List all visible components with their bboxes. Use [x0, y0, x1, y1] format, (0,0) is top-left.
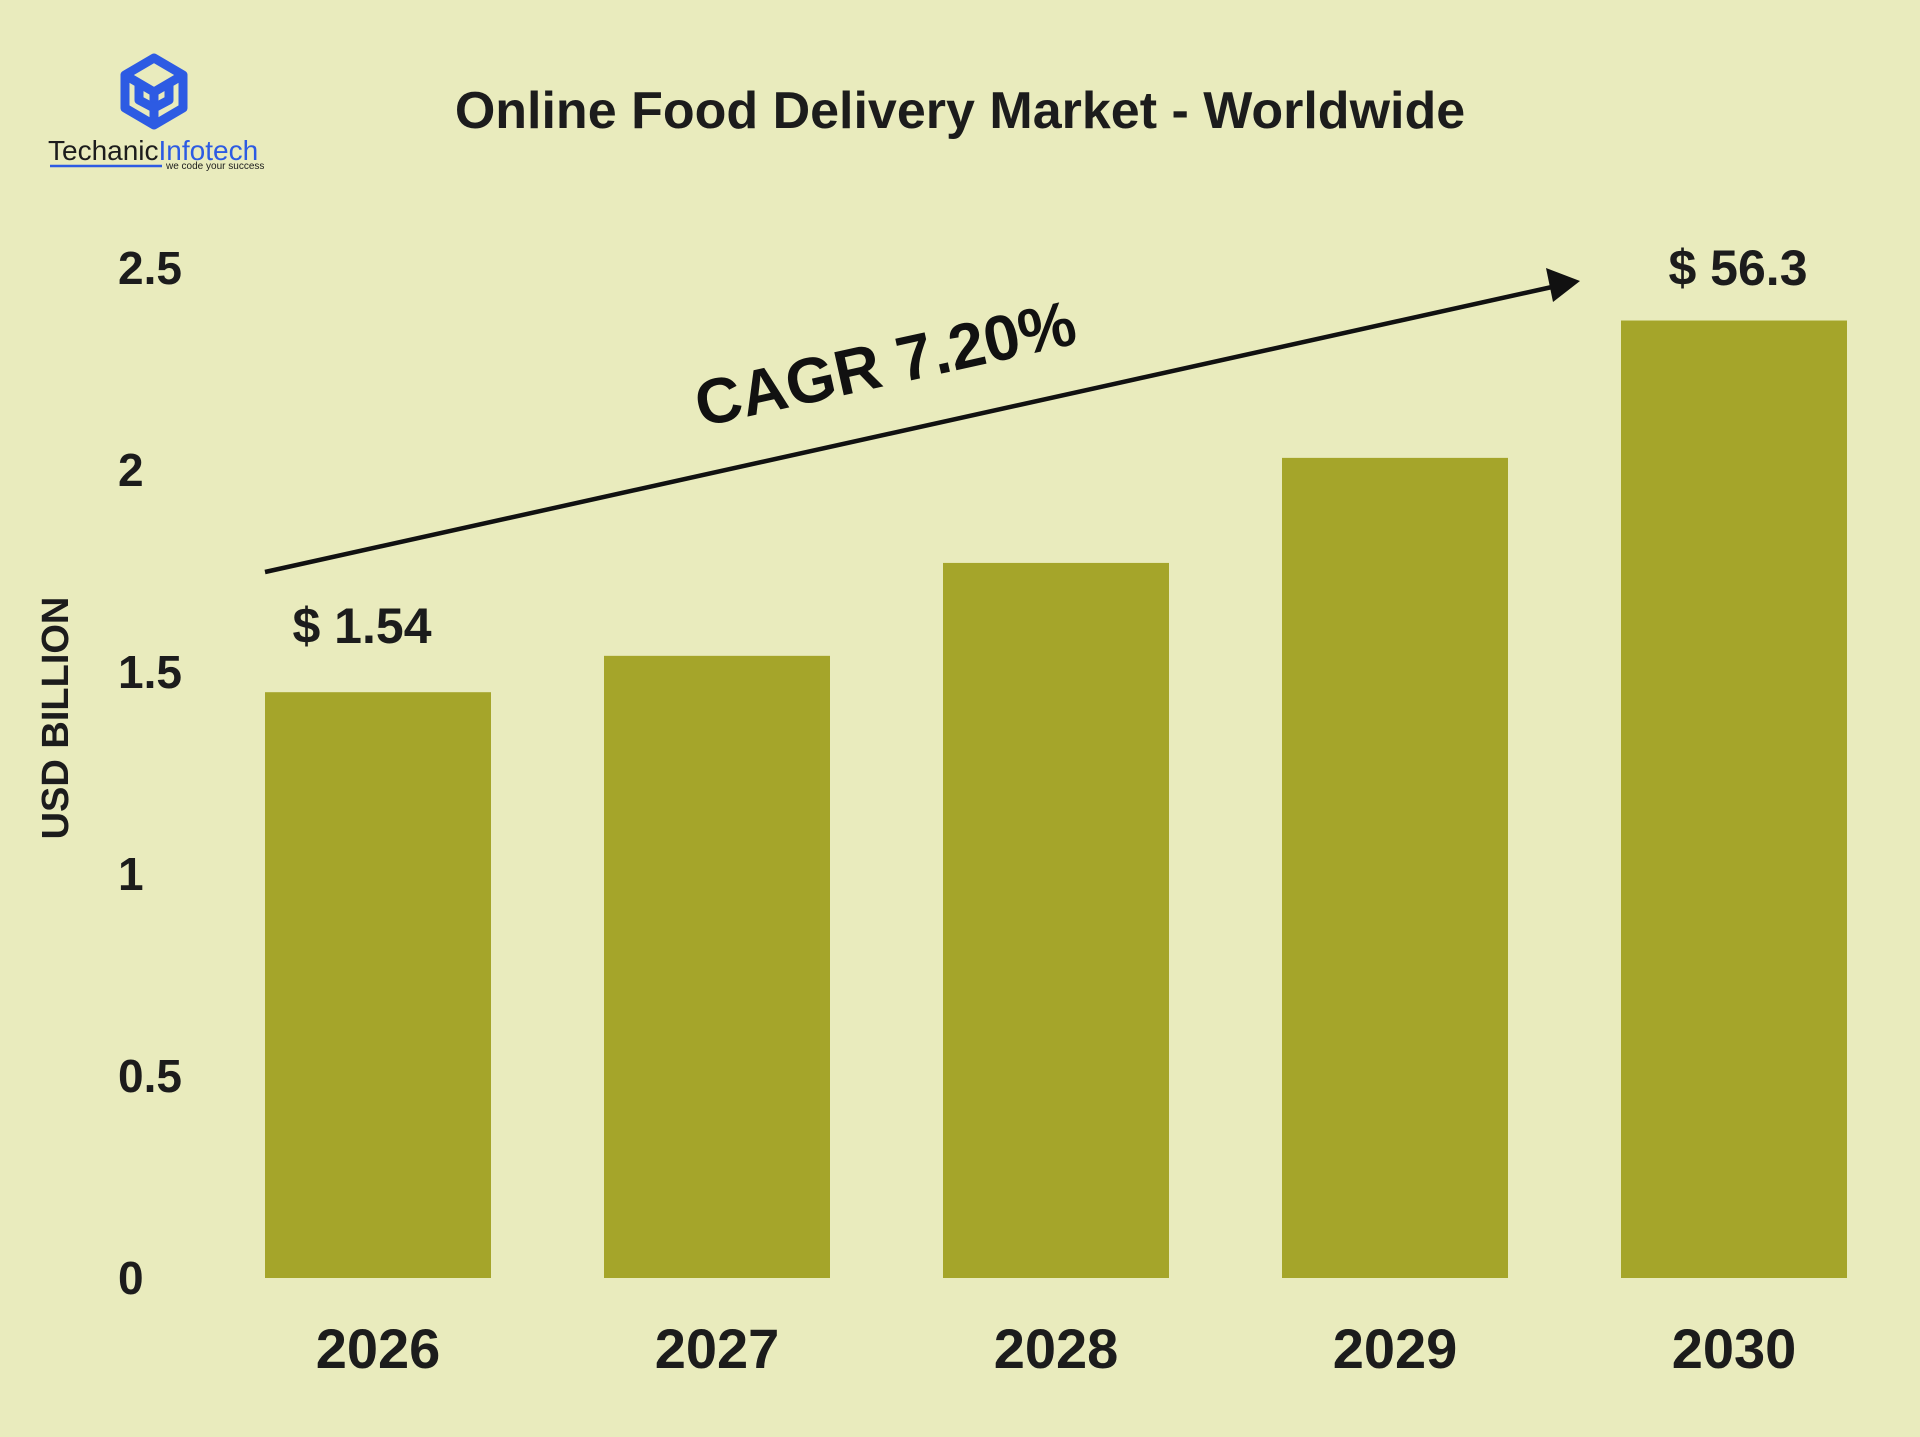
x-tick-label: 2026 — [316, 1317, 441, 1380]
y-tick-label: 0.5 — [118, 1050, 182, 1102]
bar-2028 — [943, 562, 1169, 1278]
brand-name-part2: Infotech — [159, 135, 259, 166]
y-tick-label: 1.5 — [118, 646, 182, 698]
bar-2026 — [265, 692, 491, 1278]
bar-2027 — [604, 655, 830, 1278]
brand-name-part1: Techanic — [48, 135, 159, 166]
x-axis-ticks: 2026 2027 2028 2029 2030 — [316, 1317, 1797, 1380]
brand-tagline: we code your success — [165, 161, 264, 172]
cube-logo-icon — [120, 53, 188, 130]
trend-arrowhead-icon — [1546, 268, 1580, 302]
chart-title: Online Food Delivery Market - Worldwide — [455, 82, 1465, 140]
x-tick-label: 2028 — [994, 1317, 1119, 1380]
last-value-label: $ 56.3 — [1668, 240, 1807, 296]
brand-name: TechanicInfotech — [48, 135, 258, 166]
brand-logo: TechanicInfotech we code your success — [48, 53, 264, 172]
trend-arrow-line — [264, 284, 1553, 575]
bar-2030 — [1621, 320, 1847, 1278]
x-tick-label: 2027 — [655, 1317, 780, 1380]
first-value-label: $ 1.54 — [292, 598, 431, 654]
cagr-label: CAGR 7.20% — [688, 286, 1082, 440]
x-tick-label: 2029 — [1333, 1317, 1458, 1380]
y-axis-label: USD BILLION — [35, 597, 77, 840]
y-tick-label: 2 — [118, 444, 144, 496]
y-tick-label: 1 — [118, 848, 144, 900]
y-tick-label: 2.5 — [118, 242, 182, 294]
y-axis-ticks: 0 0.5 1 1.5 2 2.5 — [118, 242, 182, 1304]
bars-group — [265, 320, 1847, 1278]
y-tick-label: 0 — [118, 1252, 144, 1304]
x-tick-label: 2030 — [1672, 1317, 1797, 1380]
bar-2029 — [1282, 457, 1508, 1278]
